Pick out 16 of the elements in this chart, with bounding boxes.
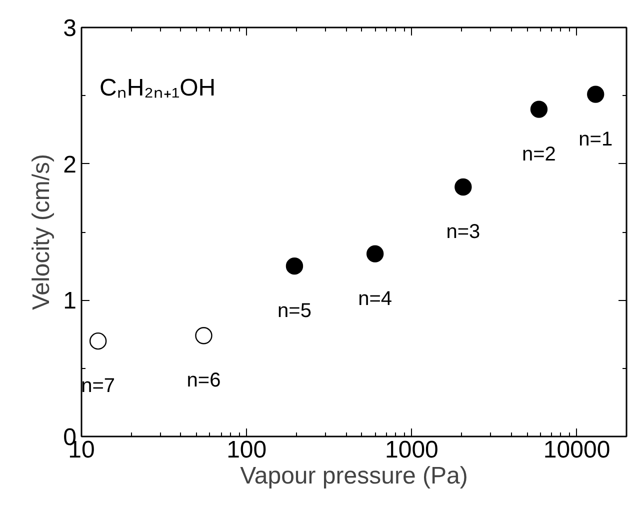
y-tick-label: 2 <box>63 151 77 178</box>
annotation: n=7 <box>81 375 116 398</box>
annotation: CₙH₂ₙ₊₁OH <box>100 74 216 102</box>
x-axis-title: Vapour pressure (Pa) <box>240 462 468 490</box>
y-tick-label: 3 <box>63 15 77 42</box>
annotation: n=4 <box>358 288 392 310</box>
y-tick-label: 1 <box>63 288 77 315</box>
annotation: n=1 <box>578 128 613 150</box>
y-axis-title: Velocity (cm/s) <box>28 154 56 310</box>
x-tick-label: 100 <box>226 436 267 464</box>
annotation: n=3 <box>446 221 480 244</box>
x-tick-label: 1000 <box>385 436 438 464</box>
annotation: n=5 <box>278 300 312 322</box>
x-tick-label: 10000 <box>543 436 610 464</box>
annotation: n=2 <box>522 143 556 166</box>
annotation: n=6 <box>186 370 221 392</box>
